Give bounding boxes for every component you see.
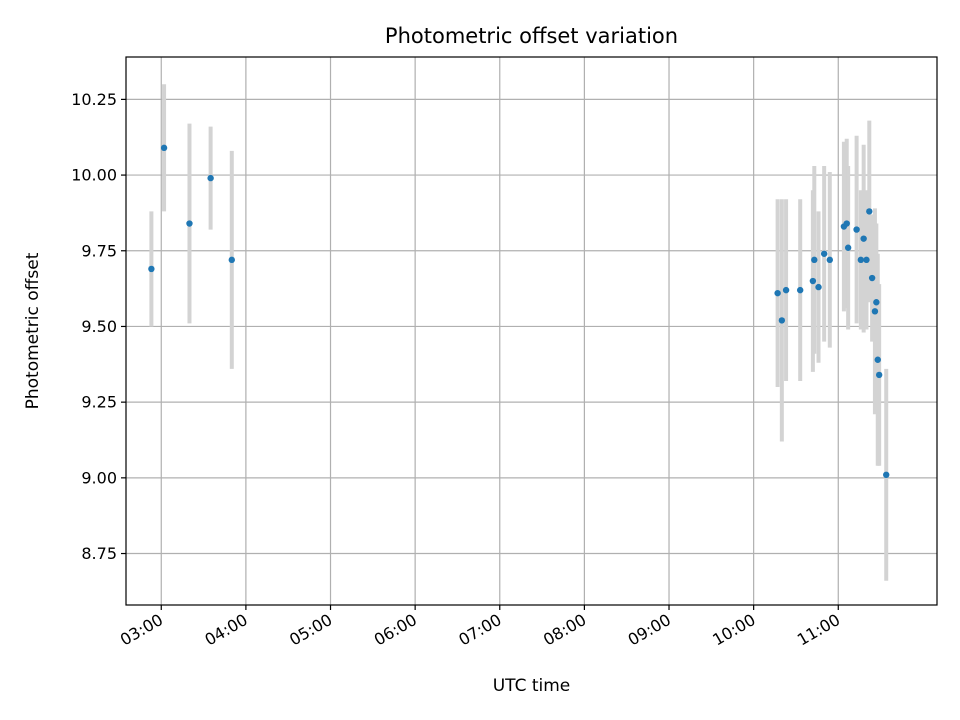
plot-frame	[125, 56, 938, 606]
data-point	[860, 235, 867, 242]
y-tick-label: 10.25	[71, 90, 117, 109]
data-point	[883, 471, 890, 479]
x-axis-label: UTC time	[493, 676, 571, 696]
data-point	[809, 277, 817, 285]
y-tick-label: 10.00	[71, 166, 117, 185]
data-point	[873, 299, 880, 306]
y-axis-label: Photometric offset	[23, 252, 43, 409]
data-point	[844, 244, 852, 251]
y-tick-label: 9.25	[81, 393, 117, 412]
data-point	[774, 289, 781, 297]
data-point	[782, 286, 790, 294]
data-point	[875, 371, 883, 379]
y-tick-label: 9.50	[81, 317, 117, 336]
data-point	[843, 220, 850, 227]
data-point	[811, 256, 818, 264]
data-point	[228, 256, 235, 264]
data-point	[857, 256, 865, 264]
y-tick-label: 9.00	[81, 468, 117, 487]
data-point	[148, 265, 155, 273]
data-point	[853, 226, 860, 233]
data-point	[207, 174, 214, 182]
chart-title: Photometric offset variation	[385, 24, 678, 48]
data-point	[863, 256, 870, 264]
data-point	[871, 308, 879, 315]
data-point	[826, 256, 834, 264]
data-point	[778, 317, 786, 324]
data-point	[160, 144, 168, 152]
data-point	[186, 220, 193, 227]
data-points	[148, 144, 890, 479]
data-point	[820, 250, 828, 257]
data-point	[796, 286, 804, 294]
y-tick-label: 8.75	[81, 544, 117, 563]
data-point	[815, 283, 822, 291]
y-tick-label: 9.75	[81, 241, 117, 260]
data-point	[868, 274, 876, 282]
data-point	[874, 356, 881, 363]
data-point	[866, 208, 873, 215]
